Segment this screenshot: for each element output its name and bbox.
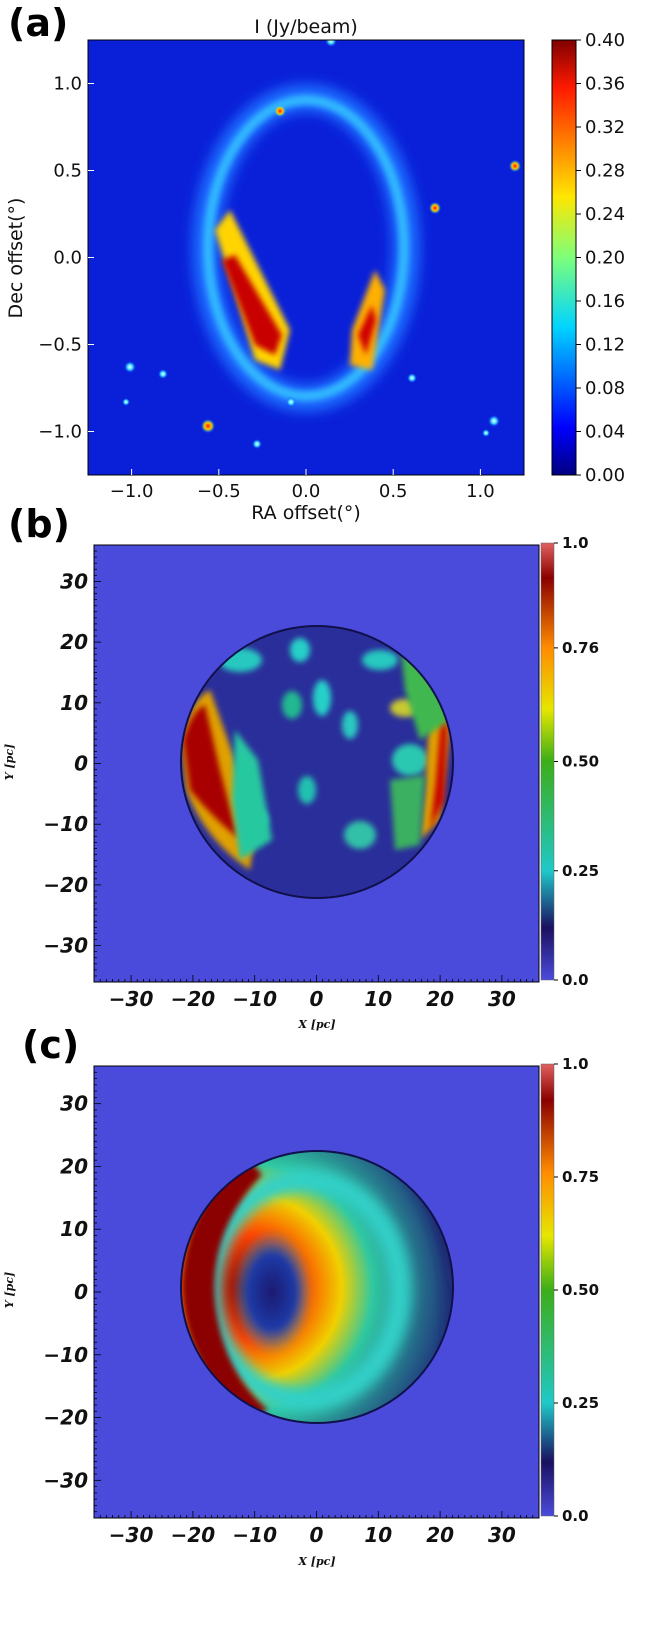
- x-tick-label: −20: [171, 1523, 216, 1547]
- colorbar-tick-label: 0.76: [562, 639, 599, 657]
- x-tick-label: −30: [109, 1523, 154, 1547]
- colorbar-tick-label: 0.00: [585, 465, 625, 486]
- colorbar-tick-label: 0.24: [585, 204, 625, 225]
- panel-a-ylabel: Dec offset(°): [5, 198, 27, 319]
- x-tick-label: −30: [109, 987, 154, 1011]
- panel-b-axes: −30 −20 −10 0 10 20 30 30 20 10 0 −10 −20 −30: [43, 550, 534, 1011]
- y-tick-label: 10: [60, 1217, 88, 1241]
- panel-a-xlabel: RA offset(°): [251, 502, 361, 524]
- panel-c-ylabel: Y [pc]: [3, 1272, 16, 1308]
- x-tick-label: −10: [232, 1523, 277, 1547]
- y-tick-label: −10: [43, 812, 88, 836]
- y-tick-label: 30: [60, 1092, 88, 1116]
- y-tick-label: 30: [60, 569, 88, 593]
- x-tick-label: −20: [171, 987, 216, 1011]
- y-tick-label: −1.0: [38, 422, 82, 443]
- colorbar-tick-label: 0.25: [562, 862, 599, 880]
- colorbar-tick-label: 0.50: [562, 753, 599, 771]
- colorbar-tick-label: 0.28: [585, 161, 625, 182]
- colorbar-tick-label: 0.08: [585, 378, 625, 399]
- panel-a-image: [88, 40, 524, 475]
- x-tick-label: −10: [232, 987, 277, 1011]
- colorbar-tick-label: 1.0: [562, 534, 589, 552]
- panel-a-colorbar-ticks: 0.40 0.36 0.32 0.28 0.24 0.20 0.16 0.12 0.08 0.04…: [576, 30, 625, 486]
- y-tick-label: −10: [43, 1343, 88, 1367]
- colorbar-tick-label: 0.12: [585, 335, 625, 356]
- panel-b-xlabel: X [pc]: [297, 1018, 335, 1031]
- panel-a-letter: (a): [8, 1, 68, 45]
- colorbar-tick-label: 0.0: [562, 1507, 589, 1525]
- colorbar-tick-label: 0.32: [585, 117, 625, 138]
- colorbar-tick-label: 0.50: [562, 1281, 599, 1299]
- y-tick-label: 0.0: [53, 248, 82, 269]
- y-tick-label: 0: [74, 752, 88, 776]
- panel-c-colorbar: [540, 1063, 555, 1517]
- x-tick-label: 0.5: [379, 481, 408, 502]
- panel-c-xlabel: X [pc]: [297, 1555, 335, 1568]
- panel-c-colorbar-ticks: 1.0 0.75 0.50 0.25 0.0: [554, 1055, 599, 1525]
- y-tick-label: −30: [43, 1468, 88, 1492]
- y-tick-label: −20: [43, 873, 88, 897]
- y-tick-label: 20: [60, 630, 88, 654]
- x-tick-label: 0: [310, 1523, 324, 1547]
- y-tick-label: 0: [74, 1280, 88, 1304]
- x-tick-label: 20: [426, 987, 454, 1011]
- colorbar-tick-label: 0.40: [585, 30, 625, 51]
- x-tick-label: −1.0: [110, 481, 154, 502]
- colorbar-tick-label: 0.20: [585, 248, 625, 269]
- panel-b-image: [94, 545, 539, 982]
- x-tick-label: 30: [488, 987, 516, 1011]
- x-tick-label: 0.0: [292, 481, 321, 502]
- colorbar-tick-label: 0.25: [562, 1394, 599, 1412]
- panel-c-image: [94, 1066, 539, 1518]
- colorbar-tick-label: 0.16: [585, 291, 625, 312]
- panel-c-letter: (c): [22, 1023, 79, 1067]
- x-tick-label: 30: [488, 1523, 516, 1547]
- y-tick-label: −30: [43, 934, 88, 958]
- x-tick-label: −0.5: [197, 481, 241, 502]
- panel-a-axes: −1.0 −0.5 0.0 0.5 1.0 1.0 0.5 0.0 −0.5 −1.0: [38, 74, 494, 503]
- x-tick-label: 10: [364, 987, 392, 1011]
- panel-c-axes: −30 −20 −10 0 10 20 30 30 20 10 0 −10 −20 −30: [43, 1071, 534, 1547]
- y-tick-label: −20: [43, 1406, 88, 1430]
- y-tick-label: 1.0: [53, 74, 82, 95]
- colorbar-tick-label: 0.04: [585, 422, 625, 443]
- y-tick-label: 20: [60, 1154, 88, 1178]
- panel-a-title: I (Jy/beam): [254, 16, 358, 38]
- y-tick-label: 0.5: [53, 161, 82, 182]
- panel-b-colorbar-ticks: 1.0 0.76 0.50 0.25 0.0: [554, 534, 599, 989]
- panel-b-colorbar: [540, 542, 555, 981]
- colorbar-tick-label: 0.0: [562, 971, 589, 989]
- panel-a-colorbar: [551, 39, 577, 476]
- colorbar-tick-label: 0.36: [585, 74, 625, 95]
- x-tick-label: 20: [426, 1523, 454, 1547]
- x-tick-label: 0: [310, 987, 324, 1011]
- panel-b-letter: (b): [8, 502, 70, 546]
- y-tick-label: −0.5: [38, 335, 82, 356]
- x-tick-label: 1.0: [466, 481, 495, 502]
- colorbar-tick-label: 1.0: [562, 1055, 589, 1073]
- panel-b-ylabel: Y [pc]: [3, 744, 16, 780]
- x-tick-label: 10: [364, 1523, 392, 1547]
- colorbar-tick-label: 0.75: [562, 1168, 599, 1186]
- y-tick-label: 10: [60, 691, 88, 715]
